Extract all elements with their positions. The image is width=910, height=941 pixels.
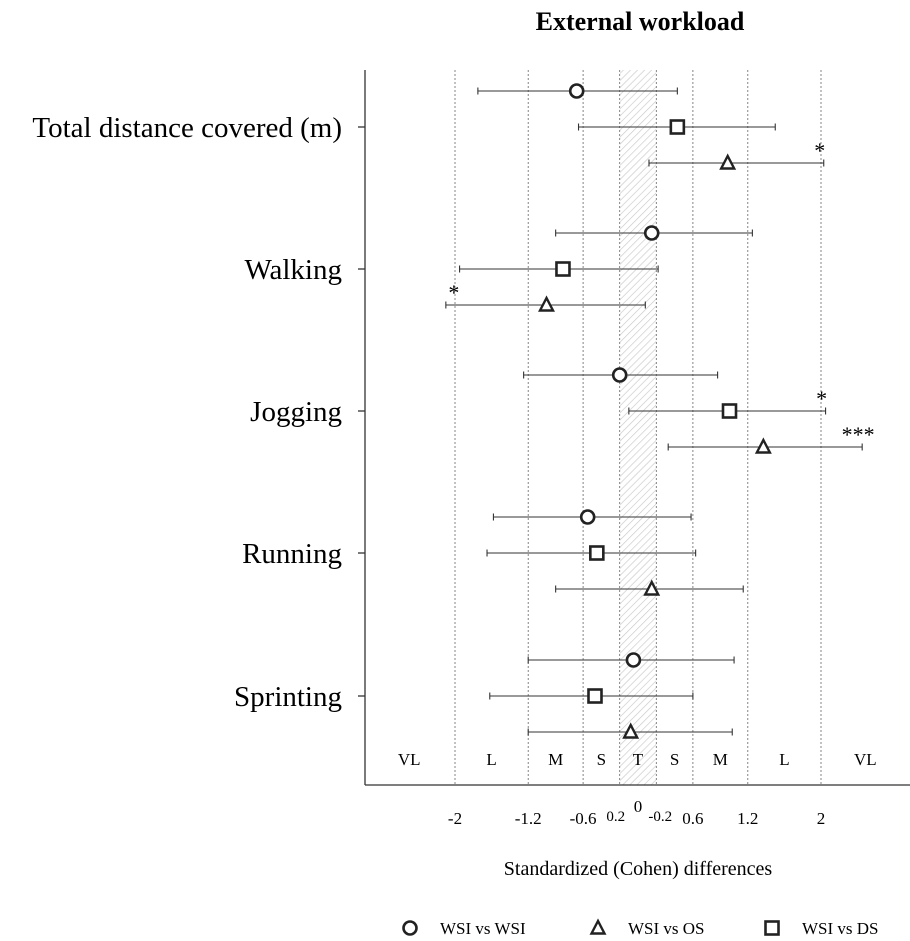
point-circle [643, 225, 660, 241]
legend-label: WSI vs OS [628, 919, 705, 938]
point-triangle [622, 722, 640, 739]
significance-label: *** [842, 422, 875, 447]
x-tick-label: -1.2 [515, 809, 542, 828]
magnitude-band-label: T [633, 750, 644, 769]
point-triangle [643, 579, 661, 596]
significance-label: * [814, 138, 825, 163]
magnitude-band-label: VL [854, 750, 877, 769]
legend: WSI vs WSI WSI vs OS WSI vs DS [402, 918, 879, 938]
point-square [669, 119, 686, 135]
point-square [589, 545, 605, 561]
point-square [587, 688, 603, 704]
legend-marker-triangle [589, 918, 607, 935]
x-tick-label: 0.2 [606, 809, 625, 825]
legend-marker-square [764, 920, 780, 936]
magnitude-band-label: L [779, 750, 789, 769]
point-triangle [719, 153, 737, 170]
point-square [721, 403, 738, 419]
x-tick-label: 1.2 [737, 809, 758, 828]
magnitude-band-label: S [670, 750, 679, 769]
point-square [555, 261, 571, 277]
x-tick-label: -0.2 [648, 809, 672, 825]
x-tick-label: 2 [817, 809, 826, 828]
x-axis-label: Standardized (Cohen) differences [504, 858, 773, 880]
grid-layer: VL L M S T S M L VL [398, 70, 877, 785]
x-tick-label: 0 [634, 797, 643, 816]
category-label: Jogging [250, 396, 342, 428]
marks-layer: ****** [445, 83, 875, 739]
category-label: Sprinting [234, 681, 342, 713]
x-tick-label: 0.6 [682, 809, 703, 828]
magnitude-band-label: L [486, 750, 496, 769]
chart-title: External workload [536, 7, 745, 36]
category-label: Running [242, 538, 342, 570]
trivial-band [619, 70, 657, 785]
point-circle [625, 652, 642, 668]
legend-label: WSI vs DS [802, 919, 879, 938]
point-triangle [538, 295, 555, 312]
point-circle [568, 83, 585, 99]
legend-marker-circle [402, 920, 418, 936]
magnitude-band-label: S [597, 750, 606, 769]
x-tick-label: -0.6 [570, 809, 597, 828]
significance-label: * [448, 280, 459, 305]
x-tick-label: -2 [448, 809, 462, 828]
category-label: Total distance covered (m) [32, 112, 342, 144]
magnitude-band-label: VL [398, 750, 421, 769]
category-label: Walking [244, 254, 342, 286]
significance-label: * [816, 386, 827, 411]
point-triangle [754, 437, 772, 454]
magnitude-band-label: M [548, 750, 563, 769]
point-circle [611, 367, 628, 383]
point-circle [579, 509, 596, 525]
legend-label: WSI vs WSI [440, 919, 526, 938]
axes-layer: -2 -1.2 -0.6 0.2 -0.2 0.6 1.2 2 0 Total distance … [32, 70, 910, 828]
magnitude-band-label: M [713, 750, 728, 769]
